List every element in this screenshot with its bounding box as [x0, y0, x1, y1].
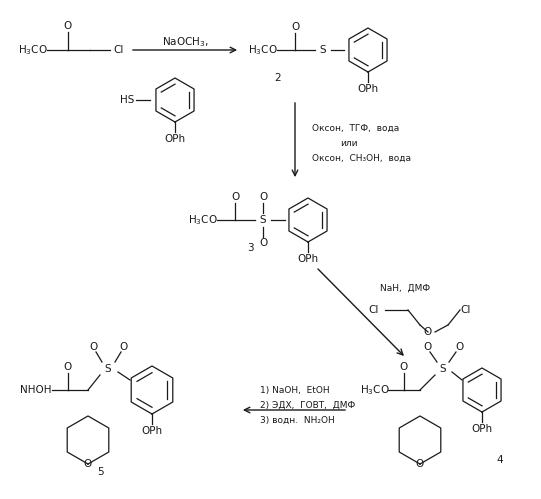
Text: S: S: [320, 45, 326, 55]
Text: O: O: [64, 362, 72, 372]
Text: OPh: OPh: [298, 254, 319, 264]
Text: O: O: [291, 22, 299, 32]
Text: H$_3$CO: H$_3$CO: [18, 43, 48, 57]
Text: O: O: [455, 342, 463, 352]
Text: 5: 5: [97, 467, 103, 477]
Text: Оксон,  CH₃OH,  вода: Оксон, CH₃OH, вода: [312, 154, 411, 163]
Text: OPh: OPh: [141, 426, 162, 436]
Text: Cl: Cl: [368, 305, 378, 315]
Text: NHOH: NHOH: [20, 385, 51, 395]
Text: S: S: [440, 364, 446, 374]
Text: 2) ЭДХ,  ГОВТ,  ДМФ: 2) ЭДХ, ГОВТ, ДМФ: [260, 401, 355, 410]
Text: NaOCH$_3$,: NaOCH$_3$,: [162, 35, 208, 49]
Text: O: O: [84, 459, 92, 469]
Text: O: O: [423, 342, 431, 352]
Text: Cl: Cl: [460, 305, 470, 315]
Text: O: O: [120, 342, 128, 352]
Text: 4: 4: [497, 455, 503, 465]
Text: Оксон,  ТГФ,  вода: Оксон, ТГФ, вода: [312, 123, 399, 133]
Text: H$_3$CO: H$_3$CO: [248, 43, 278, 57]
Text: HS: HS: [120, 95, 134, 105]
Text: H$_3$CO: H$_3$CO: [360, 383, 390, 397]
Text: OPh: OPh: [471, 424, 492, 434]
Text: или: или: [340, 139, 358, 148]
Text: O: O: [259, 238, 267, 248]
Text: OPh: OPh: [164, 134, 186, 144]
Text: O: O: [89, 342, 97, 352]
Text: O: O: [400, 362, 408, 372]
Text: 3: 3: [247, 243, 253, 253]
Text: H$_3$CO: H$_3$CO: [188, 213, 217, 227]
Text: 1) NaOH,  EtOH: 1) NaOH, EtOH: [260, 386, 329, 395]
Text: 3) водн.  NH₂OH: 3) водн. NH₂OH: [260, 416, 335, 425]
Text: O: O: [259, 192, 267, 202]
Text: 2: 2: [275, 73, 281, 83]
Text: Cl: Cl: [113, 45, 123, 55]
Text: O: O: [64, 21, 72, 31]
Text: O: O: [416, 459, 424, 469]
Text: S: S: [260, 215, 266, 225]
Text: O: O: [231, 192, 239, 202]
Text: OPh: OPh: [358, 84, 379, 94]
Text: S: S: [105, 364, 111, 374]
Text: NaH,  ДМФ: NaH, ДМФ: [380, 283, 430, 292]
Text: O: O: [424, 327, 432, 337]
